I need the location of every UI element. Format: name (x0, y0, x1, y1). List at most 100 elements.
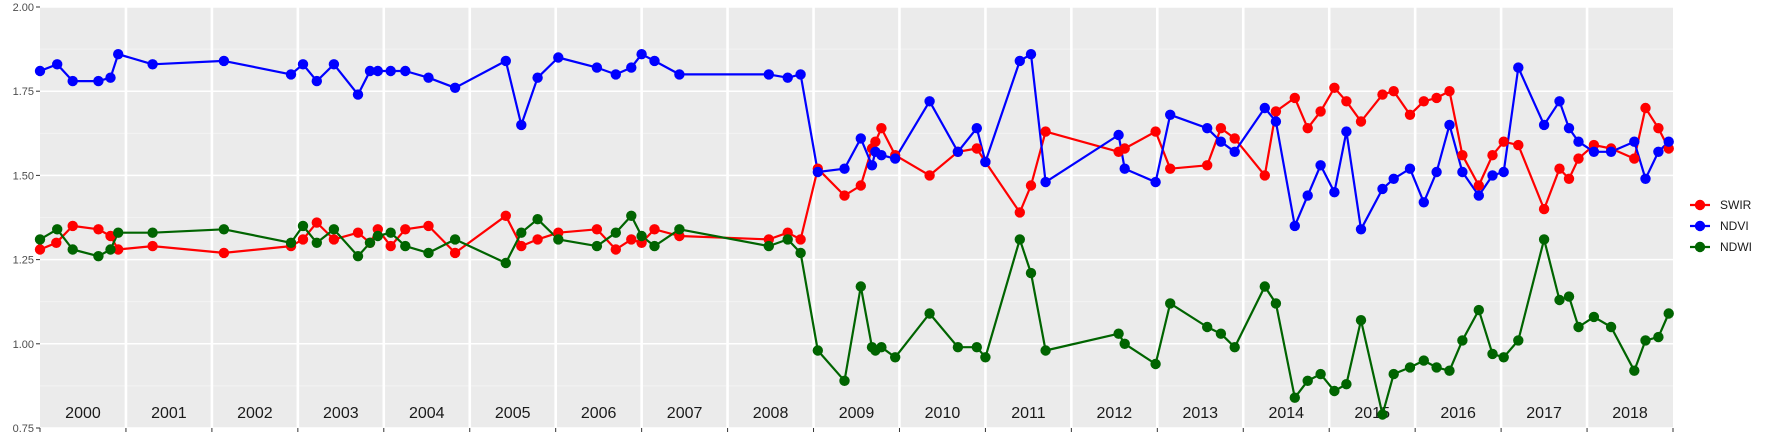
data-point-swir (1538, 203, 1550, 215)
data-point-ndvi (795, 69, 806, 80)
data-point-ndwi (1377, 409, 1388, 420)
data-point-ndwi (610, 227, 621, 238)
data-point-ndvi (1202, 123, 1213, 134)
data-point-ndvi (1444, 119, 1455, 131)
data-point-swir (649, 224, 660, 235)
data-point-swir (1653, 123, 1664, 134)
data-point-swir (1563, 173, 1575, 184)
data-point-ndwi (285, 237, 297, 248)
data-point-ndwi (1663, 308, 1674, 319)
data-point-ndvi (1588, 146, 1600, 157)
data-point-ndwi (1040, 345, 1051, 356)
data-point-ndwi (1202, 321, 1213, 333)
year-label: 2003 (323, 405, 359, 422)
data-point-swir (1457, 150, 1468, 161)
data-point-ndvi (328, 59, 340, 70)
data-point-ndwi (1355, 315, 1367, 326)
data-point-ndvi (1605, 146, 1617, 157)
data-point-ndwi (311, 237, 322, 248)
data-point-ndvi (52, 59, 63, 70)
data-point-ndwi (1215, 328, 1227, 339)
data-point-swir (870, 136, 881, 147)
data-point-ndvi (364, 65, 376, 77)
data-point-ndvi (1513, 62, 1524, 73)
data-point-swir (93, 224, 104, 235)
data-point-ndvi (1329, 187, 1340, 198)
data-point-ndwi (636, 230, 647, 242)
data-point-ndvi (866, 160, 878, 171)
data-point-swir (1431, 92, 1442, 104)
data-point-ndwi (218, 224, 230, 235)
data-point-swir (1498, 136, 1509, 147)
data-point-ndvi (1418, 197, 1430, 208)
data-point-swir (626, 234, 637, 245)
data-point-swir (1388, 86, 1399, 97)
data-point-ndvi (1640, 173, 1651, 184)
data-point-ndwi (1418, 355, 1430, 366)
data-point-ndwi (423, 247, 434, 259)
data-point-ndwi (1554, 294, 1565, 306)
data-point-ndvi (636, 49, 647, 60)
data-point-swir (1165, 163, 1176, 174)
grid-layer (40, 6, 1673, 429)
data-point-ndwi (297, 220, 309, 232)
data-point-ndvi (1573, 136, 1584, 147)
data-point-ndvi (34, 65, 46, 77)
data-point-ndvi (1165, 109, 1176, 121)
data-point-swir (1487, 150, 1498, 161)
data-point-swir (147, 240, 158, 252)
data-point-ndwi (1329, 385, 1340, 397)
data-point-ndvi (1040, 176, 1051, 188)
data-point-ndwi (1605, 321, 1617, 333)
data-point-ndwi (516, 227, 527, 238)
data-point-swir (1270, 106, 1282, 117)
data-point-ndvi (626, 62, 637, 73)
data-point-swir (1513, 139, 1524, 151)
data-point-ndwi (1513, 335, 1524, 346)
data-point-ndvi (1498, 166, 1509, 178)
data-point-swir (1040, 126, 1051, 137)
data-point-ndwi (1341, 379, 1352, 390)
data-point-swir (1025, 180, 1037, 191)
data-point-ndwi (352, 251, 364, 262)
data-point-ndvi (1404, 163, 1416, 174)
data-point-ndwi (67, 244, 78, 255)
legend-marker (1694, 241, 1706, 253)
data-point-ndvi (855, 133, 866, 144)
year-label: 2004 (409, 405, 445, 422)
data-point-swir (1329, 82, 1340, 94)
data-point-ndvi (1113, 129, 1124, 141)
data-point-swir (610, 244, 621, 255)
data-point-ndvi (971, 123, 982, 134)
year-label: 2012 (1097, 405, 1133, 422)
data-point-ndwi (1404, 362, 1416, 373)
data-point-swir (1229, 133, 1240, 144)
data-point-ndwi (763, 240, 774, 252)
data-point-ndwi (1588, 311, 1600, 323)
data-point-swir (1629, 153, 1640, 164)
y-tick-label: 1.50 (13, 170, 34, 182)
data-point-swir (855, 180, 866, 191)
data-point-swir (971, 143, 982, 154)
data-point-ndvi (649, 55, 660, 67)
data-point-ndvi (1341, 126, 1352, 137)
data-point-swir (1473, 180, 1485, 191)
data-point-ndwi (147, 227, 158, 238)
data-point-swir (532, 234, 543, 245)
data-point-ndwi (812, 345, 823, 356)
data-point-ndvi (400, 65, 411, 77)
data-point-swir (516, 240, 527, 252)
data-point-swir (1202, 160, 1213, 171)
data-point-ndvi (876, 150, 887, 161)
data-point-ndvi (1150, 176, 1161, 188)
data-point-ndwi (364, 237, 376, 248)
year-label: 2008 (753, 405, 789, 422)
data-point-ndvi (1629, 136, 1640, 147)
data-point-swir (1150, 126, 1161, 137)
data-point-ndwi (52, 224, 63, 235)
data-point-ndwi (1165, 298, 1176, 309)
data-point-swir (67, 220, 78, 232)
data-point-swir (218, 247, 230, 259)
data-point-ndwi (971, 342, 982, 353)
data-point-ndwi (1025, 267, 1037, 279)
